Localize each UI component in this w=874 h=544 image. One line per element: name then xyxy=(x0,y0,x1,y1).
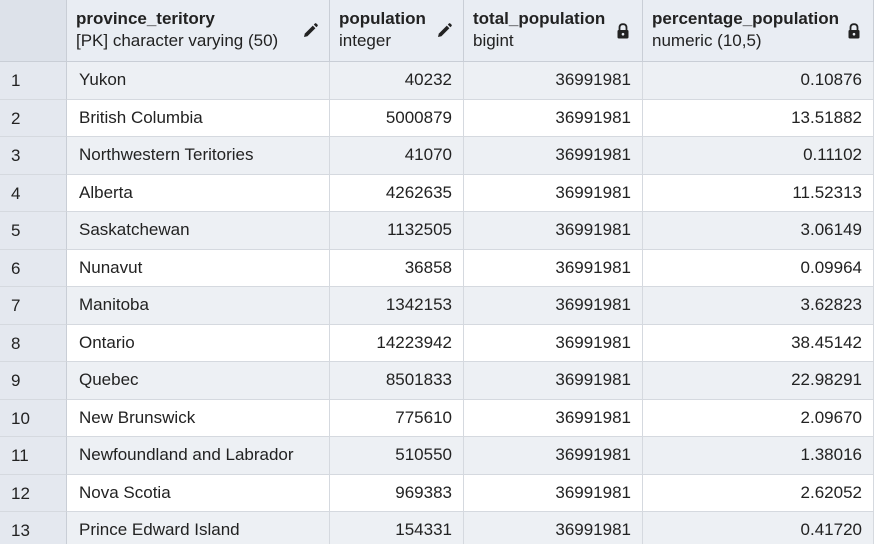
cell-province[interactable]: Nova Scotia xyxy=(67,474,330,512)
cell-province[interactable]: Yukon xyxy=(67,62,330,100)
cell-population[interactable]: 510550 xyxy=(330,437,464,475)
column-name: province_teritory xyxy=(76,9,215,28)
row-number[interactable]: 11 xyxy=(0,437,67,475)
cell-population[interactable]: 154331 xyxy=(330,512,464,544)
row-number[interactable]: 5 xyxy=(0,212,67,250)
row-number[interactable]: 13 xyxy=(0,512,67,544)
cell-total-population[interactable]: 36991981 xyxy=(464,174,643,212)
column-header-total-population[interactable]: total_population bigint xyxy=(464,0,643,62)
cell-population[interactable]: 14223942 xyxy=(330,324,464,362)
cell-province[interactable]: British Columbia xyxy=(67,99,330,137)
cell-total-population[interactable]: 36991981 xyxy=(464,474,643,512)
cell-province[interactable]: Prince Edward Island xyxy=(67,512,330,544)
cell-percentage-population[interactable]: 0.09964 xyxy=(643,249,874,287)
column-name: population xyxy=(339,9,426,28)
cell-province[interactable]: Northwestern Teritories xyxy=(67,137,330,175)
cell-total-population[interactable]: 36991981 xyxy=(464,399,643,437)
row-number[interactable]: 2 xyxy=(0,99,67,137)
cell-province[interactable]: Quebec xyxy=(67,362,330,400)
cell-total-population[interactable]: 36991981 xyxy=(464,437,643,475)
cell-population[interactable]: 5000879 xyxy=(330,99,464,137)
cell-province[interactable]: Alberta xyxy=(67,174,330,212)
cell-percentage-population[interactable]: 0.41720 xyxy=(643,512,874,544)
cell-total-population[interactable]: 36991981 xyxy=(464,512,643,544)
cell-population[interactable]: 8501833 xyxy=(330,362,464,400)
cell-population[interactable]: 40232 xyxy=(330,62,464,100)
cell-percentage-population[interactable]: 3.06149 xyxy=(643,212,874,250)
cell-total-population[interactable]: 36991981 xyxy=(464,62,643,100)
cell-total-population[interactable]: 36991981 xyxy=(464,287,643,325)
cell-province[interactable]: Ontario xyxy=(67,324,330,362)
cell-percentage-population[interactable]: 22.98291 xyxy=(643,362,874,400)
cell-population[interactable]: 4262635 xyxy=(330,174,464,212)
row-number[interactable]: 12 xyxy=(0,474,67,512)
cell-percentage-population[interactable]: 2.62052 xyxy=(643,474,874,512)
column-type: numeric (10,5) xyxy=(652,31,762,50)
cell-population[interactable]: 41070 xyxy=(330,137,464,175)
row-number[interactable]: 3 xyxy=(0,137,67,175)
row-number[interactable]: 10 xyxy=(0,399,67,437)
pencil-icon xyxy=(304,23,318,37)
cell-province[interactable]: Nunavut xyxy=(67,249,330,287)
cell-total-population[interactable]: 36991981 xyxy=(464,249,643,287)
row-number[interactable]: 1 xyxy=(0,62,67,100)
cell-province[interactable]: Newfoundland and Labrador xyxy=(67,437,330,475)
cell-total-population[interactable]: 36991981 xyxy=(464,137,643,175)
cell-population[interactable]: 36858 xyxy=(330,249,464,287)
cell-population[interactable]: 1342153 xyxy=(330,287,464,325)
column-header-province[interactable]: province_teritory [PK] character varying… xyxy=(67,0,330,62)
row-number[interactable]: 7 xyxy=(0,287,67,325)
column-type: bigint xyxy=(473,31,514,50)
row-number[interactable]: 9 xyxy=(0,362,67,400)
cell-percentage-population[interactable]: 13.51882 xyxy=(643,99,874,137)
cell-percentage-population[interactable]: 0.11102 xyxy=(643,137,874,175)
cell-population[interactable]: 969383 xyxy=(330,474,464,512)
cell-total-population[interactable]: 36991981 xyxy=(464,212,643,250)
cell-percentage-population[interactable]: 11.52313 xyxy=(643,174,874,212)
select-all-corner[interactable] xyxy=(0,0,67,62)
column-type: integer xyxy=(339,31,391,50)
cell-population[interactable]: 775610 xyxy=(330,399,464,437)
column-header-population[interactable]: population integer xyxy=(330,0,464,62)
column-header-percentage-population[interactable]: percentage_population numeric (10,5) xyxy=(643,0,874,62)
cell-total-population[interactable]: 36991981 xyxy=(464,362,643,400)
cell-total-population[interactable]: 36991981 xyxy=(464,324,643,362)
cell-total-population[interactable]: 36991981 xyxy=(464,99,643,137)
column-type: [PK] character varying (50) xyxy=(76,31,279,50)
lock-icon xyxy=(848,23,860,39)
cell-province[interactable]: New Brunswick xyxy=(67,399,330,437)
cell-percentage-population[interactable]: 0.10876 xyxy=(643,62,874,100)
row-number[interactable]: 4 xyxy=(0,174,67,212)
row-number[interactable]: 8 xyxy=(0,324,67,362)
column-name: total_population xyxy=(473,9,606,28)
cell-province[interactable]: Manitoba xyxy=(67,287,330,325)
cell-percentage-population[interactable]: 3.62823 xyxy=(643,287,874,325)
cell-percentage-population[interactable]: 1.38016 xyxy=(643,437,874,475)
cell-percentage-population[interactable]: 38.45142 xyxy=(643,324,874,362)
row-number[interactable]: 6 xyxy=(0,249,67,287)
cell-population[interactable]: 1132505 xyxy=(330,212,464,250)
column-name: percentage_population xyxy=(652,9,840,28)
cell-province[interactable]: Saskatchewan xyxy=(67,212,330,250)
pencil-icon xyxy=(438,23,452,37)
cell-percentage-population[interactable]: 2.09670 xyxy=(643,399,874,437)
lock-icon xyxy=(617,23,629,39)
